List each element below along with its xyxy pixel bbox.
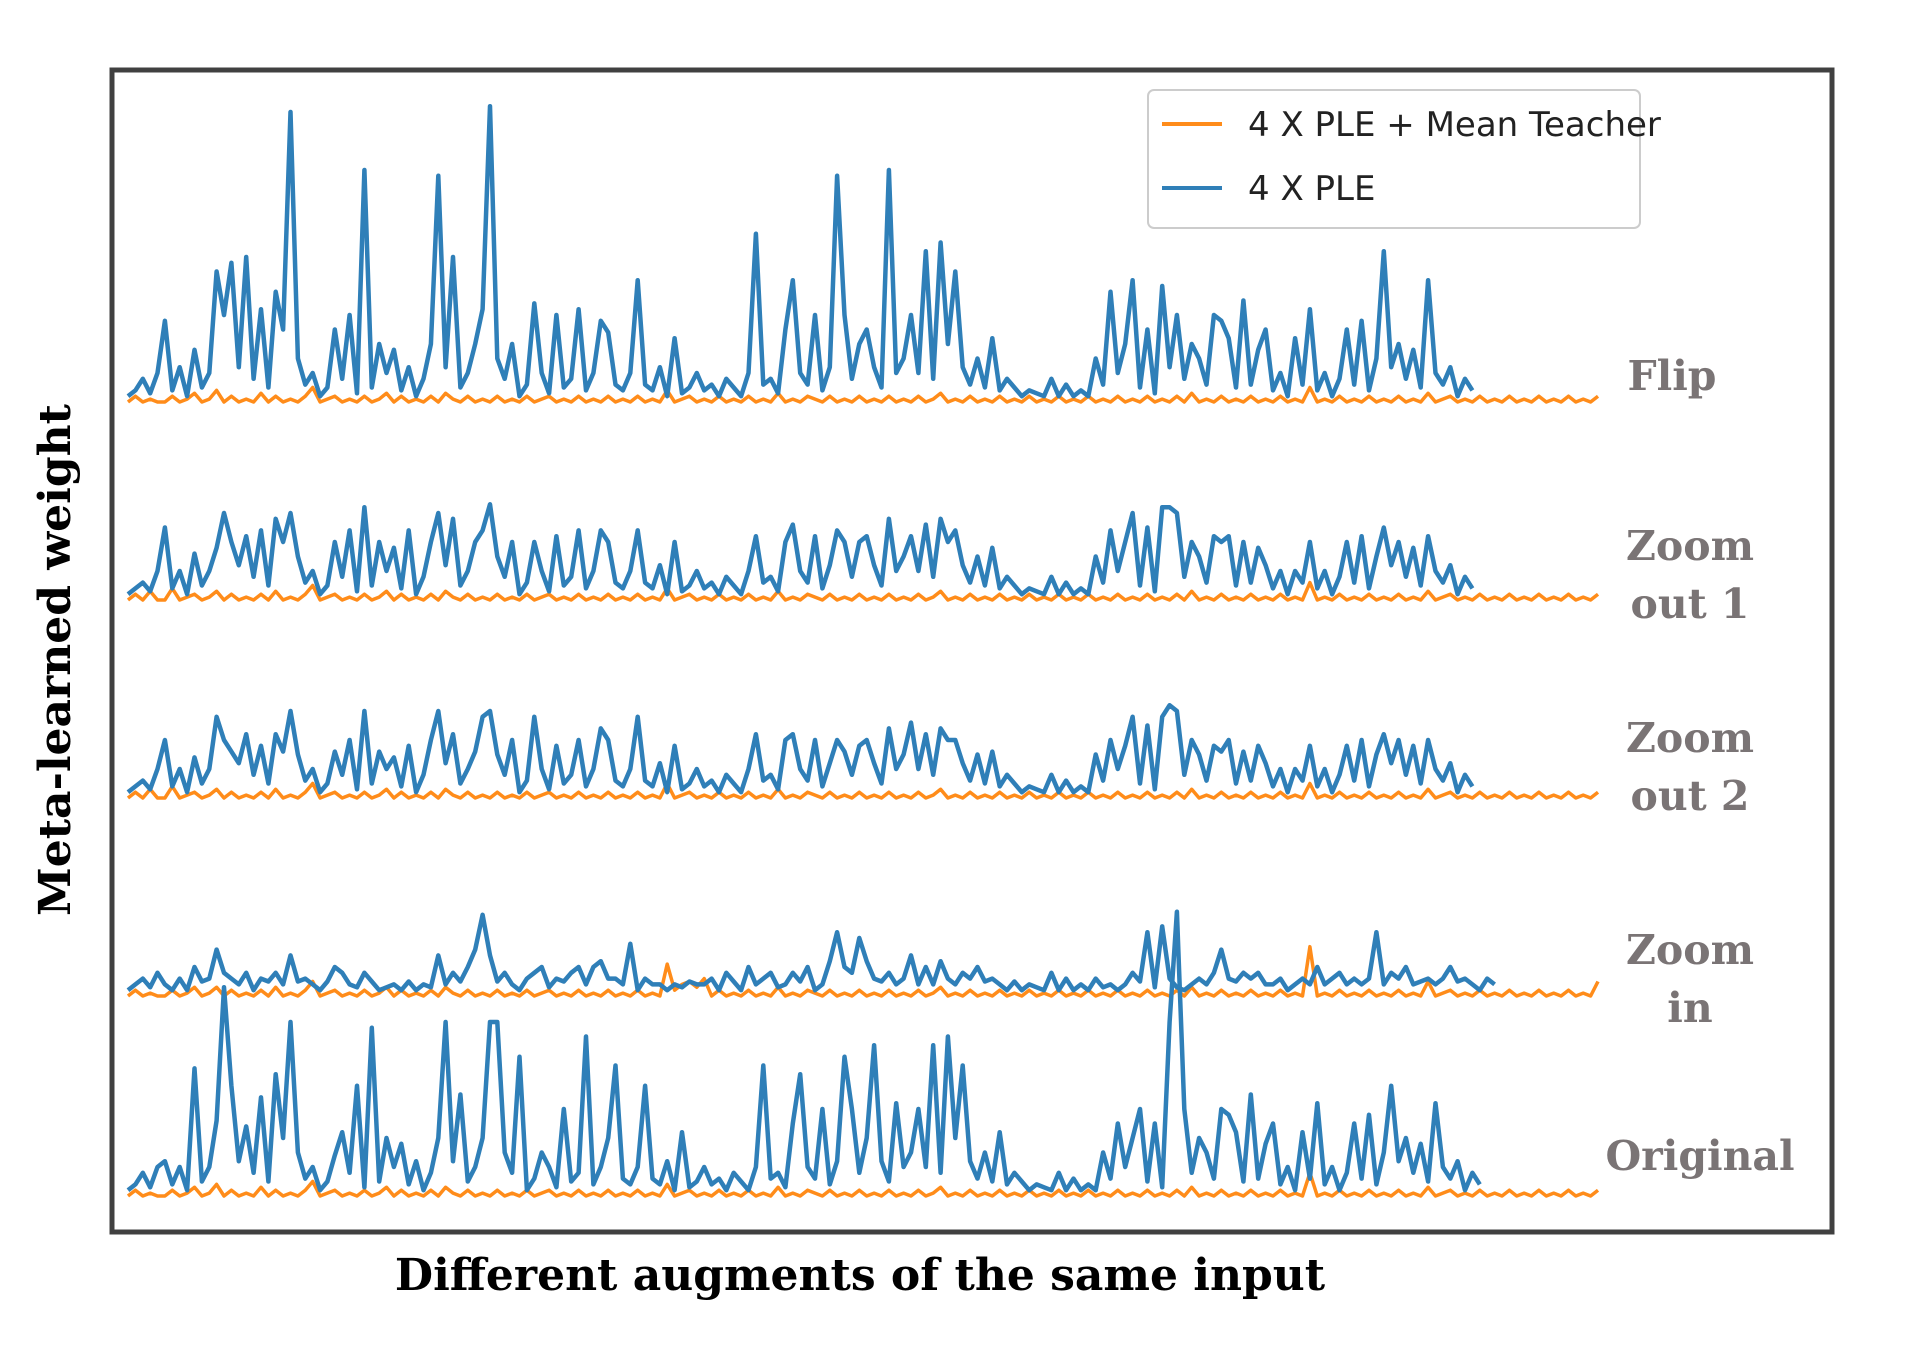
series-line-zoom-out-1-mean-teacher xyxy=(126,580,1600,602)
series-line-zoom-out-2-ple xyxy=(126,702,1475,795)
track-zoom-in xyxy=(126,912,1600,998)
legend-box xyxy=(1147,89,1641,229)
legend-label-ple: 4 X PLE xyxy=(1248,169,1375,209)
track-original xyxy=(126,909,1600,1198)
series-line-zoom-in-mean-teacher xyxy=(126,944,1600,998)
track-label-zoom-in-line-2: in xyxy=(1667,984,1712,1032)
track-label-zoom-out-2-line-2: out 2 xyxy=(1631,772,1750,820)
track-zoom-out-2 xyxy=(126,702,1600,800)
legend: 4 X PLE + Mean Teacher 4 X PLE xyxy=(1147,89,1661,229)
track-flip xyxy=(126,103,1600,404)
track-label-flip: Flip xyxy=(1628,352,1717,400)
track-label-zoom-in-line-1: Zoom xyxy=(1626,926,1754,974)
x-axis-title: Different augments of the same input xyxy=(395,1250,1326,1301)
y-axis-title: Meta-learned weight xyxy=(30,403,81,916)
track-label-zoom-out-1-line-2: out 1 xyxy=(1631,580,1750,628)
series-line-original-mean-teacher xyxy=(126,1171,1600,1198)
series-line-original-ple xyxy=(126,909,1482,1193)
track-labels: Flip Zoom out 1 Zoom out 2 Zoom in Origi… xyxy=(1605,352,1794,1180)
track-label-zoom-out-2-line-1: Zoom xyxy=(1626,714,1754,762)
series-line-zoom-out-2-mean-teacher xyxy=(126,781,1600,800)
series-line-flip-ple xyxy=(126,103,1475,399)
track-zoom-out-1 xyxy=(126,502,1600,602)
series-line-zoom-in-ple xyxy=(126,912,1496,993)
series-line-zoom-out-1-ple xyxy=(126,502,1475,597)
legend-label-mean-teacher: 4 X PLE + Mean Teacher xyxy=(1248,105,1661,145)
tracks-layer xyxy=(126,103,1600,1198)
series-line-flip-mean-teacher xyxy=(126,385,1600,404)
track-label-original: Original xyxy=(1605,1132,1794,1180)
track-label-zoom-out-1-line-1: Zoom xyxy=(1626,522,1754,570)
plot-frame xyxy=(109,67,1835,1235)
